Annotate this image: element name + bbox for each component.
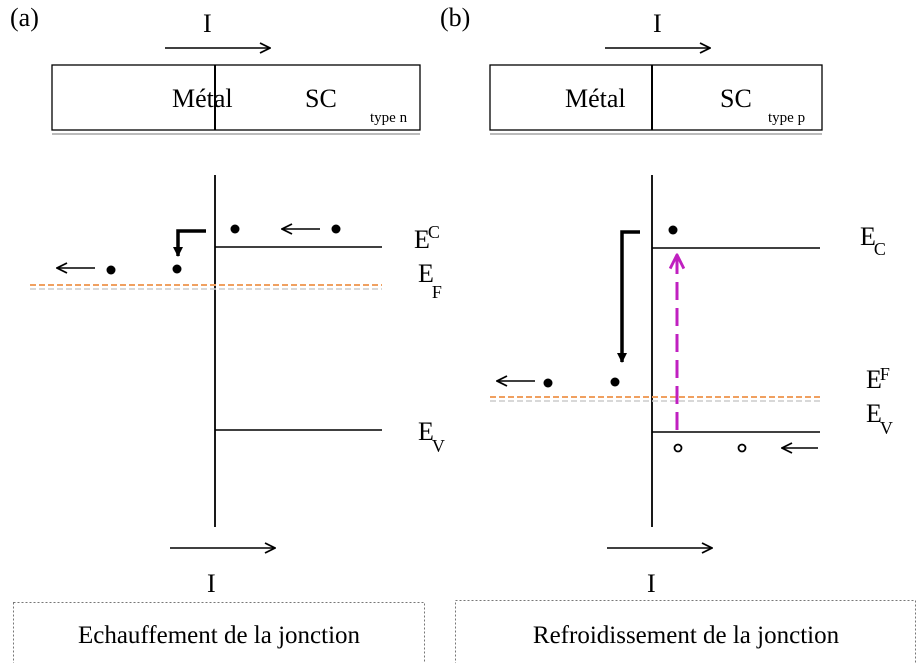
level-symbol: E bbox=[866, 365, 882, 394]
level-subscript: V bbox=[880, 418, 893, 438]
panel-b: (b) I Métal SC type p EC EF EV I Refroid… bbox=[440, 3, 916, 663]
level-subscript: F bbox=[880, 364, 890, 384]
sc-label: SC bbox=[720, 84, 752, 113]
panel-label: (a) bbox=[10, 3, 39, 32]
caption-box bbox=[13, 602, 425, 663]
level-symbol: E bbox=[860, 222, 876, 251]
ef-label: EF bbox=[866, 364, 890, 394]
level-symbol: E bbox=[866, 399, 882, 428]
metal-label: Métal bbox=[565, 84, 626, 113]
ev-label: EV bbox=[418, 417, 445, 456]
electron bbox=[610, 377, 620, 387]
hole bbox=[737, 443, 747, 453]
caption: Refroidissement de la jonction bbox=[533, 622, 840, 649]
caption: Echauffement de la jonction bbox=[78, 622, 361, 649]
sc-label: SC bbox=[305, 84, 337, 113]
sc-type: type n bbox=[370, 110, 408, 126]
metal-label: Métal bbox=[172, 84, 233, 113]
junction-box bbox=[51, 64, 421, 131]
ec-label: EC bbox=[414, 222, 440, 254]
hole bbox=[673, 443, 683, 453]
panel-label: (b) bbox=[440, 3, 470, 32]
level-subscript: C bbox=[428, 222, 440, 242]
current-label: I bbox=[203, 9, 212, 38]
sc-type: type p bbox=[768, 110, 805, 126]
junction-box bbox=[489, 64, 823, 131]
electron bbox=[172, 264, 182, 274]
current-label: I bbox=[653, 9, 662, 38]
current-label: I bbox=[207, 569, 216, 598]
current-label: I bbox=[647, 569, 656, 598]
level-symbol: E bbox=[418, 259, 434, 288]
electron bbox=[331, 224, 341, 234]
ec-label: EC bbox=[860, 222, 886, 259]
electron bbox=[106, 265, 116, 275]
level-symbol: E bbox=[414, 225, 430, 254]
electron bbox=[668, 225, 678, 235]
level-subscript: F bbox=[432, 282, 442, 302]
bent-arrow bbox=[617, 230, 640, 363]
level-subscript: C bbox=[874, 239, 886, 259]
level-subscript: V bbox=[432, 436, 445, 456]
bent-arrow bbox=[173, 229, 206, 257]
ev-label: EV bbox=[866, 399, 893, 438]
electron bbox=[543, 378, 553, 388]
electron bbox=[230, 224, 240, 234]
level-symbol: E bbox=[418, 417, 434, 446]
